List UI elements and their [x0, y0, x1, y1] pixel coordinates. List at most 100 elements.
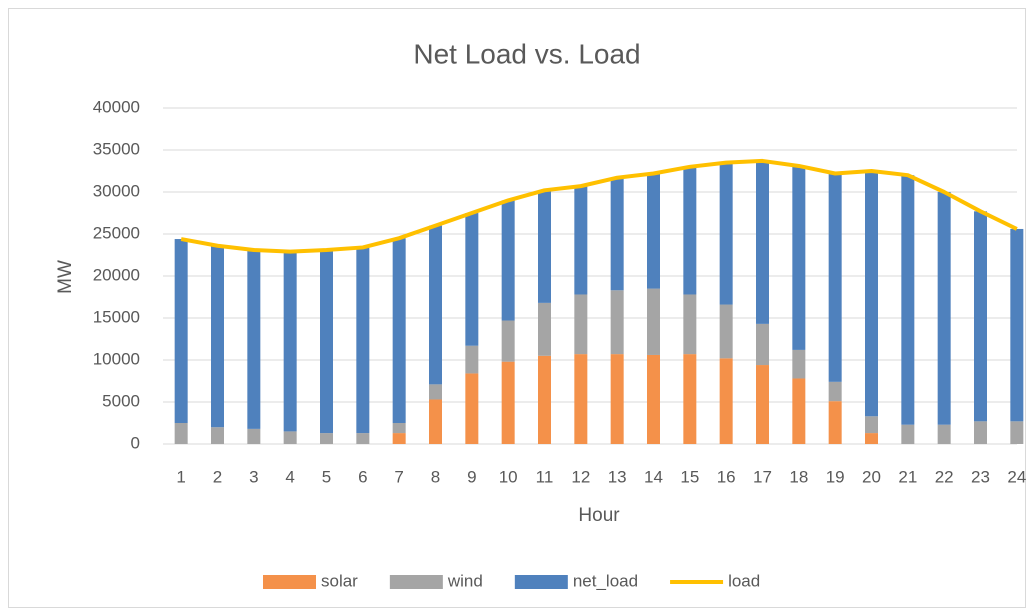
bar — [429, 225, 442, 385]
bar — [683, 294, 697, 355]
bar — [683, 166, 697, 295]
y-tick-label: 0 — [131, 433, 140, 452]
bar — [501, 320, 515, 362]
bar — [247, 428, 261, 444]
bar — [538, 355, 551, 444]
bar — [501, 361, 515, 444]
bar — [647, 354, 660, 444]
x-tick-label: 21 — [898, 467, 917, 486]
bar — [683, 354, 697, 444]
bar — [756, 160, 769, 324]
legend-swatch — [263, 575, 316, 589]
y-tick-label: 35000 — [93, 139, 140, 158]
x-tick-label: 4 — [285, 467, 294, 486]
bar — [174, 423, 188, 444]
bar — [174, 239, 188, 423]
bar — [392, 238, 406, 423]
bar — [865, 171, 878, 417]
x-axis-title: Hour — [578, 505, 620, 526]
bar — [1010, 421, 1024, 444]
bar — [865, 416, 878, 434]
bar — [465, 213, 479, 346]
bar — [320, 433, 333, 444]
y-tick-label: 5000 — [102, 391, 140, 410]
x-tick-label: 15 — [680, 467, 699, 486]
bar — [356, 433, 370, 444]
bar — [610, 290, 624, 355]
x-tick-label: 1 — [176, 467, 185, 486]
y-tick-label: 40000 — [93, 97, 140, 116]
x-tick-label: 18 — [789, 467, 808, 486]
bar — [465, 345, 479, 374]
x-tick-label: 19 — [826, 467, 845, 486]
legend-label: solar — [321, 571, 358, 590]
bar — [574, 186, 588, 295]
x-tick-label: 20 — [862, 467, 881, 486]
bar — [610, 354, 624, 444]
x-tick-label: 9 — [467, 467, 476, 486]
bar — [792, 165, 806, 350]
x-tick-label: 10 — [499, 467, 518, 486]
x-tick-label: 17 — [753, 467, 772, 486]
x-tick-label: 24 — [1007, 467, 1026, 486]
bar — [320, 249, 333, 434]
x-tick-label: 23 — [971, 467, 990, 486]
y-tick-label: 25000 — [93, 223, 140, 242]
bar — [429, 399, 442, 444]
bar — [247, 249, 261, 429]
bar — [974, 211, 987, 422]
bar — [828, 381, 842, 402]
y-tick-label: 15000 — [93, 307, 140, 326]
y-tick-label: 10000 — [93, 349, 140, 368]
x-tick-label: 5 — [322, 467, 331, 486]
x-tick-label: 11 — [536, 467, 554, 486]
bar — [792, 378, 806, 444]
bar — [792, 349, 806, 379]
bar — [501, 200, 515, 321]
bar — [283, 251, 297, 432]
chart-title: Net Load vs. Load — [413, 38, 640, 69]
bar — [211, 245, 224, 428]
legend-label: net_load — [573, 571, 638, 590]
bar — [538, 302, 551, 356]
bar — [937, 424, 951, 444]
legend-swatch — [389, 575, 443, 589]
bar — [719, 304, 733, 359]
bar — [901, 424, 915, 444]
y-tick-label: 30000 — [93, 181, 140, 200]
x-tick-label: 6 — [358, 467, 367, 486]
x-tick-label: 12 — [571, 467, 590, 486]
bar — [901, 175, 915, 425]
bar — [974, 421, 987, 444]
bar — [574, 294, 588, 355]
bar — [392, 423, 406, 434]
y-axis-title: MW — [55, 260, 76, 294]
bar — [356, 247, 370, 434]
bar — [937, 192, 951, 425]
x-tick-label: 8 — [431, 467, 440, 486]
bar — [828, 401, 842, 444]
x-tick-label: 13 — [608, 467, 627, 486]
bar — [756, 365, 769, 444]
bar — [429, 384, 442, 400]
x-tick-label: 2 — [213, 467, 222, 486]
bar — [1010, 228, 1024, 422]
bar — [283, 431, 297, 444]
legend-swatch — [514, 575, 568, 589]
line — [180, 158, 1018, 254]
y-tick-label: 20000 — [93, 265, 140, 284]
bar — [574, 354, 588, 444]
bar — [211, 427, 224, 444]
bar — [647, 288, 660, 355]
x-tick-label: 3 — [249, 467, 258, 486]
x-tick-label: 7 — [394, 467, 403, 486]
bar — [647, 173, 660, 289]
bar — [865, 433, 878, 444]
bar — [392, 433, 406, 444]
x-tick-label: 16 — [717, 467, 736, 486]
bar — [538, 190, 551, 303]
legend-label: wind — [447, 571, 483, 590]
bar — [719, 162, 733, 305]
x-tick-label: 14 — [644, 467, 663, 486]
